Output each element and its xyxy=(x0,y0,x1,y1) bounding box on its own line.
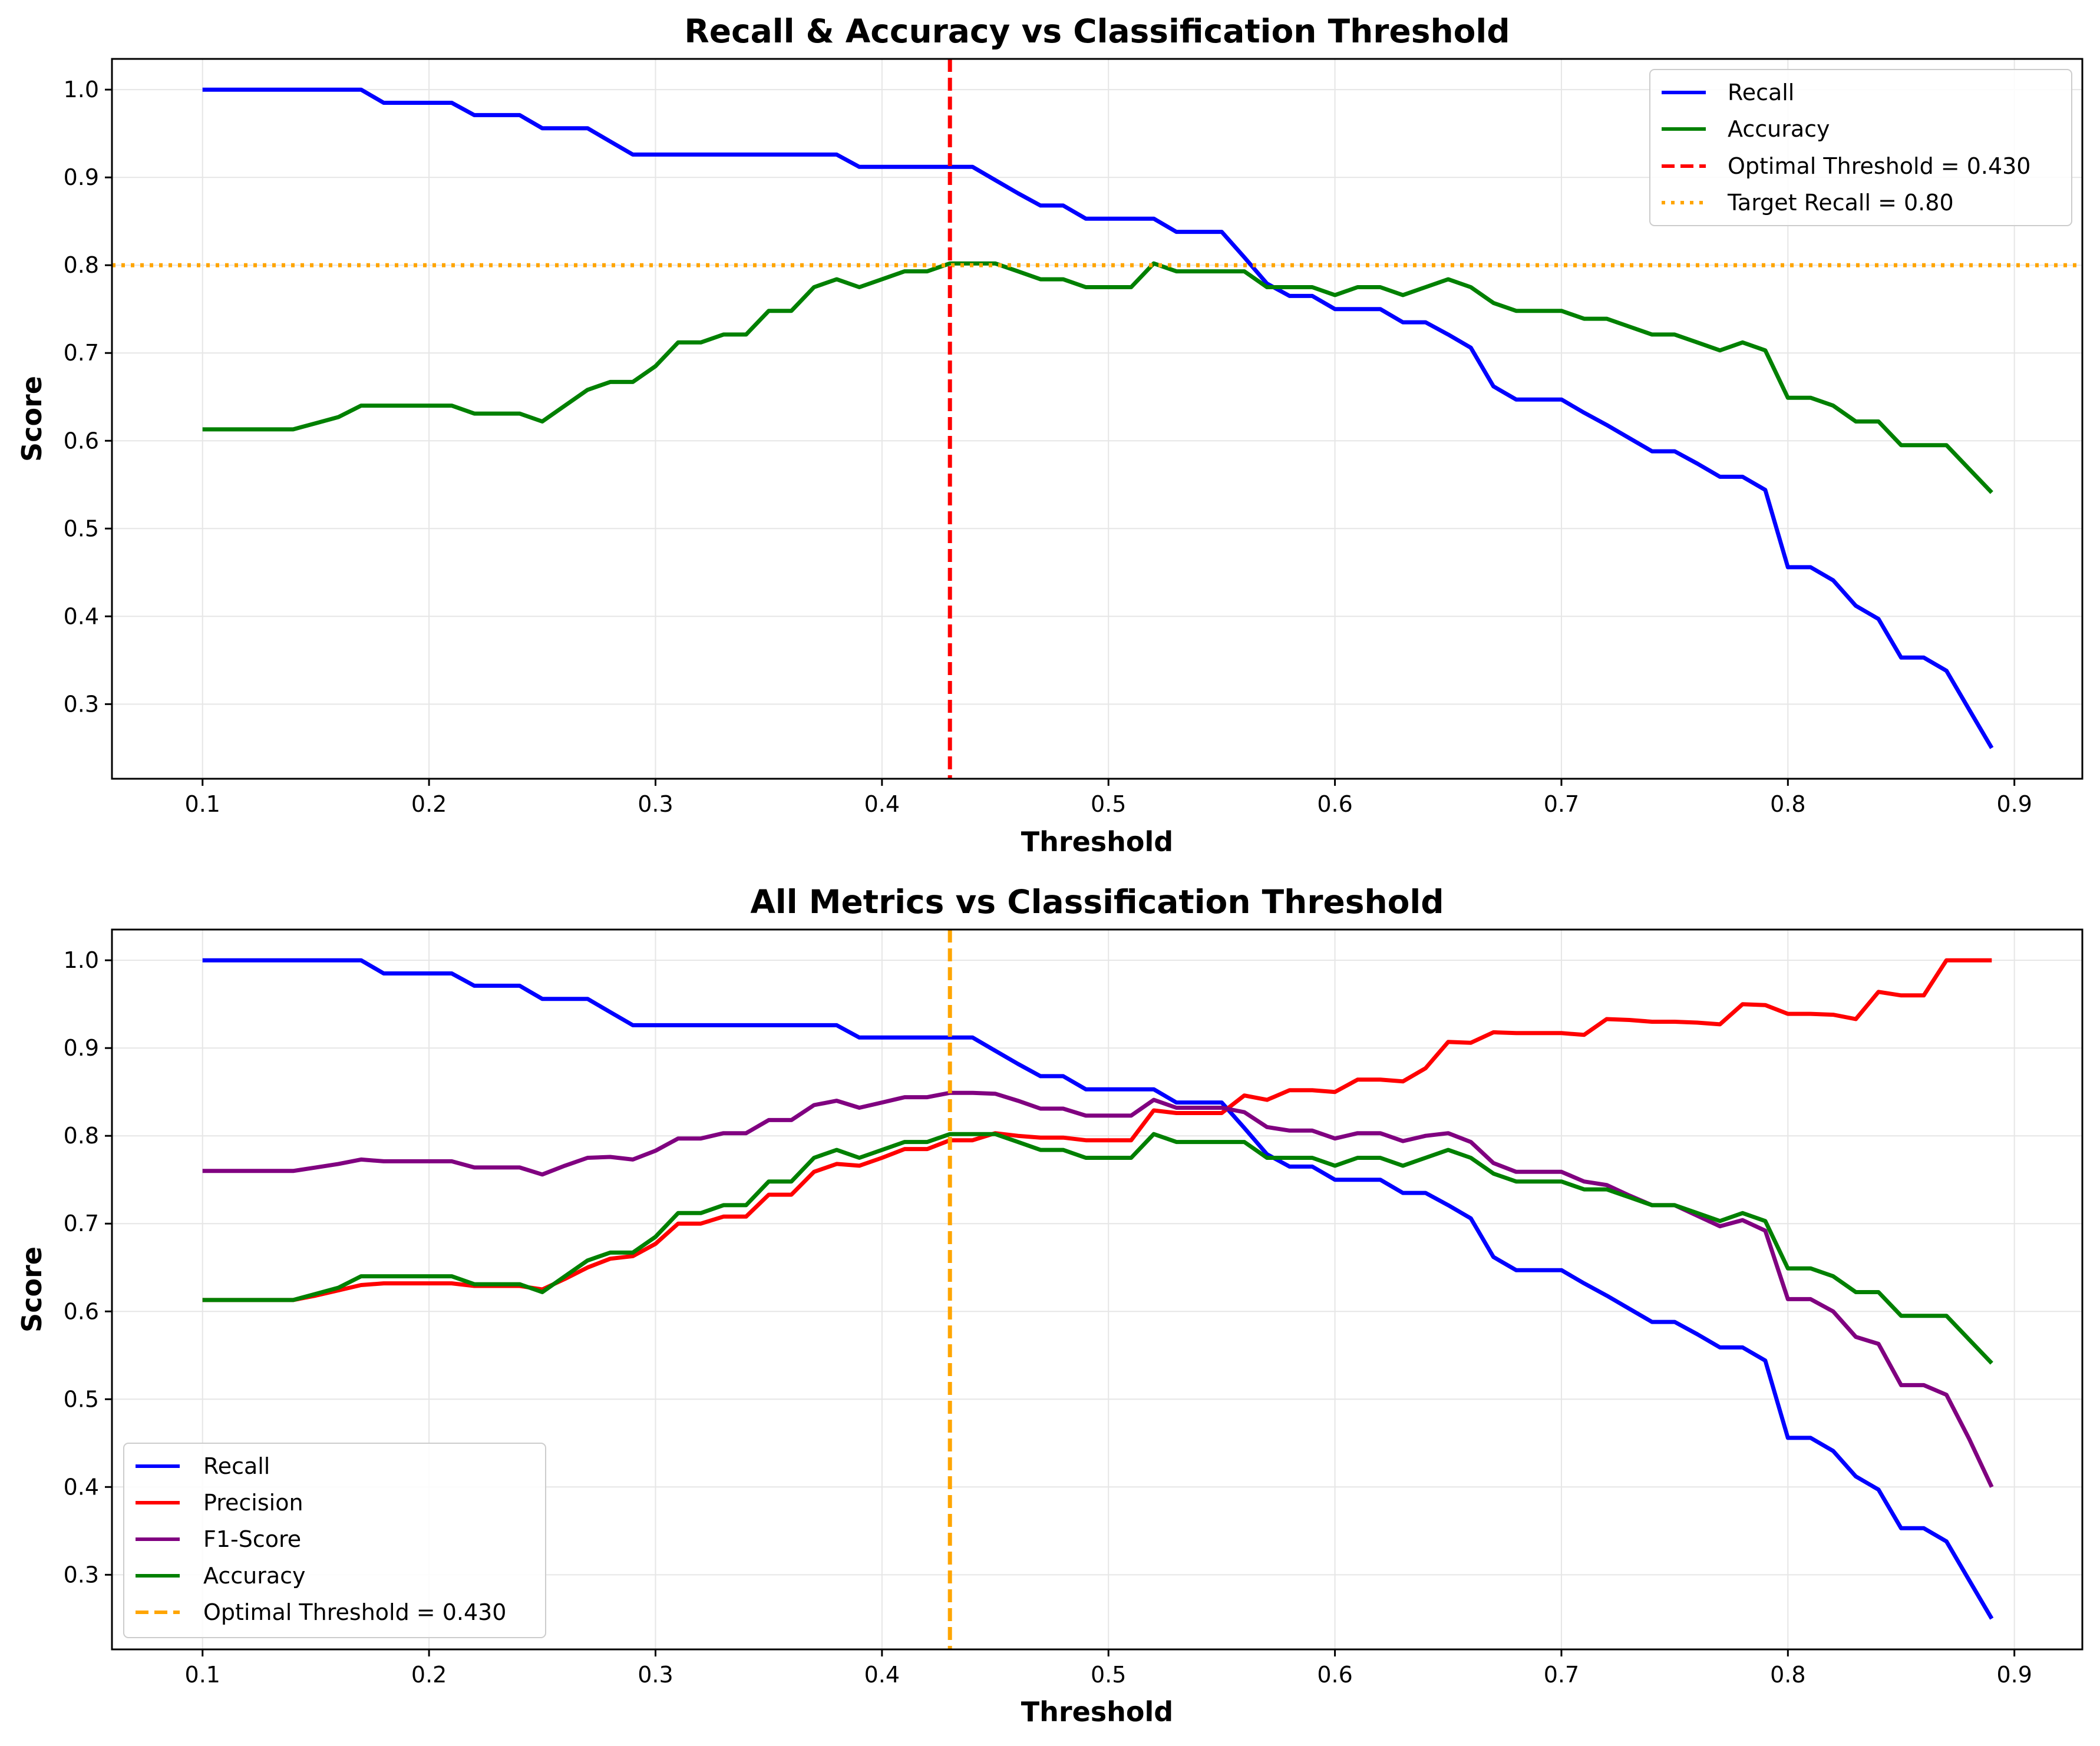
y-axis-label: Score xyxy=(16,1246,48,1332)
y-tick-label: 0.3 xyxy=(64,691,99,717)
legend: Recall Accuracy Optimal Threshold = 0.43… xyxy=(1649,69,2072,226)
legend-box xyxy=(1649,69,2072,226)
chart-panel-recall-accuracy: Recall & Accuracy vs Classification Thre… xyxy=(16,12,2084,858)
series-line-accuracy xyxy=(202,261,1993,494)
x-tick-label: 0.2 xyxy=(411,791,447,817)
x-tick-label: 0.7 xyxy=(1544,1662,1579,1688)
x-axis-label: Threshold xyxy=(1021,826,1173,858)
series-lines xyxy=(112,59,2082,779)
chart-panel-all-metrics: All Metrics vs Classification Threshold … xyxy=(16,883,2084,1728)
x-tick-label: 0.9 xyxy=(1996,1662,2032,1688)
series-line-recall xyxy=(202,958,1994,1620)
series-line-accuracy xyxy=(202,1132,1993,1365)
x-axis-ticks: 0.1 0.2 0.3 0.4 0.5 0.6 0.7 0.8 0.9 xyxy=(185,1649,2032,1688)
legend-label-optimal-threshold: Optimal Threshold = 0.430 xyxy=(203,1599,506,1625)
legend-label-accuracy: Accuracy xyxy=(203,1563,306,1589)
x-tick-label: 0.8 xyxy=(1770,791,1805,817)
legend-label-f1-score: F1-Score xyxy=(203,1526,301,1552)
y-tick-label: 0.5 xyxy=(64,1386,99,1412)
x-tick-label: 0.9 xyxy=(1996,791,2032,817)
y-tick-label: 0.4 xyxy=(64,1474,99,1500)
x-tick-label: 0.3 xyxy=(638,791,673,817)
y-tick-label: 0.8 xyxy=(64,252,99,278)
y-tick-label: 1.0 xyxy=(64,947,99,973)
y-tick-label: 1.0 xyxy=(64,77,99,102)
legend-label-precision: Precision xyxy=(203,1490,303,1516)
y-tick-label: 0.6 xyxy=(64,1298,99,1324)
y-tick-label: 0.6 xyxy=(64,428,99,454)
x-tick-label: 0.1 xyxy=(185,1662,220,1688)
series-line-f1 xyxy=(202,1090,1994,1488)
series-line-recall xyxy=(202,87,1994,749)
x-tick-label: 0.1 xyxy=(185,791,220,817)
y-tick-label: 0.7 xyxy=(64,340,99,366)
x-tick-label: 0.4 xyxy=(864,791,900,817)
series-lines xyxy=(202,930,1994,1649)
x-tick-label: 0.5 xyxy=(1091,1662,1126,1688)
plot-area xyxy=(112,59,2082,779)
y-tick-label: 0.3 xyxy=(64,1562,99,1588)
axes-frame xyxy=(111,928,2084,1651)
y-tick-label: 0.9 xyxy=(64,1035,99,1061)
legend-label-target-recall: Target Recall = 0.80 xyxy=(1727,190,1954,216)
x-axis-ticks: 0.1 0.2 0.3 0.4 0.5 0.6 0.7 0.8 0.9 xyxy=(185,779,2032,817)
y-tick-label: 0.4 xyxy=(64,603,99,629)
axes-frame xyxy=(111,58,2084,780)
y-tick-label: 0.5 xyxy=(64,515,99,541)
legend-label-recall: Recall xyxy=(203,1453,270,1479)
x-tick-label: 0.6 xyxy=(1317,1662,1352,1688)
x-axis-label: Threshold xyxy=(1021,1696,1173,1728)
x-tick-label: 0.3 xyxy=(638,1662,673,1688)
y-tick-label: 0.7 xyxy=(64,1211,99,1236)
legend-box xyxy=(123,1443,546,1638)
chart-title: All Metrics vs Classification Threshold xyxy=(750,883,1444,921)
y-tick-label: 0.8 xyxy=(64,1123,99,1149)
y-axis-ticks: 0.3 0.4 0.5 0.6 0.7 0.8 0.9 1.0 xyxy=(64,947,112,1588)
x-tick-label: 0.2 xyxy=(411,1662,447,1688)
y-axis-ticks: 0.3 0.4 0.5 0.6 0.7 0.8 0.9 1.0 xyxy=(64,77,112,717)
x-tick-label: 0.5 xyxy=(1091,791,1126,817)
x-tick-label: 0.8 xyxy=(1770,1662,1805,1688)
legend-label-optimal-threshold: Optimal Threshold = 0.430 xyxy=(1728,153,2030,179)
x-tick-label: 0.4 xyxy=(864,1662,900,1688)
plot-area xyxy=(202,930,1994,1649)
x-tick-label: 0.6 xyxy=(1317,791,1352,817)
y-axis-label: Score xyxy=(16,376,48,462)
legend-label-accuracy: Accuracy xyxy=(1728,116,1830,142)
legend-label-recall: Recall xyxy=(1728,80,1794,105)
chart-title: Recall & Accuracy vs Classification Thre… xyxy=(684,12,1510,50)
y-tick-label: 0.9 xyxy=(64,164,99,190)
legend: Recall Precision F1-Score Accuracy Optim… xyxy=(123,1443,546,1638)
x-tick-label: 0.7 xyxy=(1544,791,1579,817)
